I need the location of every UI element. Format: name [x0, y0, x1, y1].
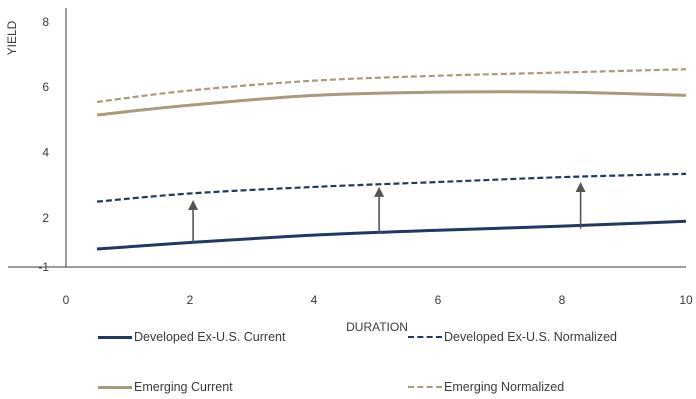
x-tick-label: 4: [311, 293, 318, 307]
x-tick-label: 8: [559, 293, 566, 307]
x-tick-label: 10: [679, 293, 693, 307]
y-tick-label: 6: [42, 80, 49, 94]
arrow-head: [374, 186, 385, 197]
series-line-developed-ex-u-s-current: [96, 219, 687, 251]
series-lines: [96, 68, 687, 251]
x-tick-label: 6: [435, 293, 442, 307]
series-line-developed-ex-u-s-normalized: [96, 172, 687, 203]
y-tick-label: -1: [38, 260, 49, 274]
x-tick-label: 2: [187, 293, 194, 307]
y-tick-label: 8: [42, 15, 49, 29]
x-tick-label: 0: [63, 293, 70, 307]
y-tick-label: 2: [42, 211, 49, 225]
series-line-emerging-normalized: [96, 68, 687, 104]
y-axis-title: YIELD: [5, 20, 19, 55]
tick-labels: -1 2 4 6 8 0 2 4 6 8 10: [38, 15, 693, 307]
arrow-head: [188, 200, 199, 211]
y-tick-label: 4: [42, 146, 49, 160]
series-line-emerging-current: [96, 90, 687, 117]
arrows: [188, 182, 586, 243]
arrow-head: [575, 182, 586, 193]
x-axis-title: DURATION: [346, 320, 408, 334]
axes: [8, 8, 686, 268]
